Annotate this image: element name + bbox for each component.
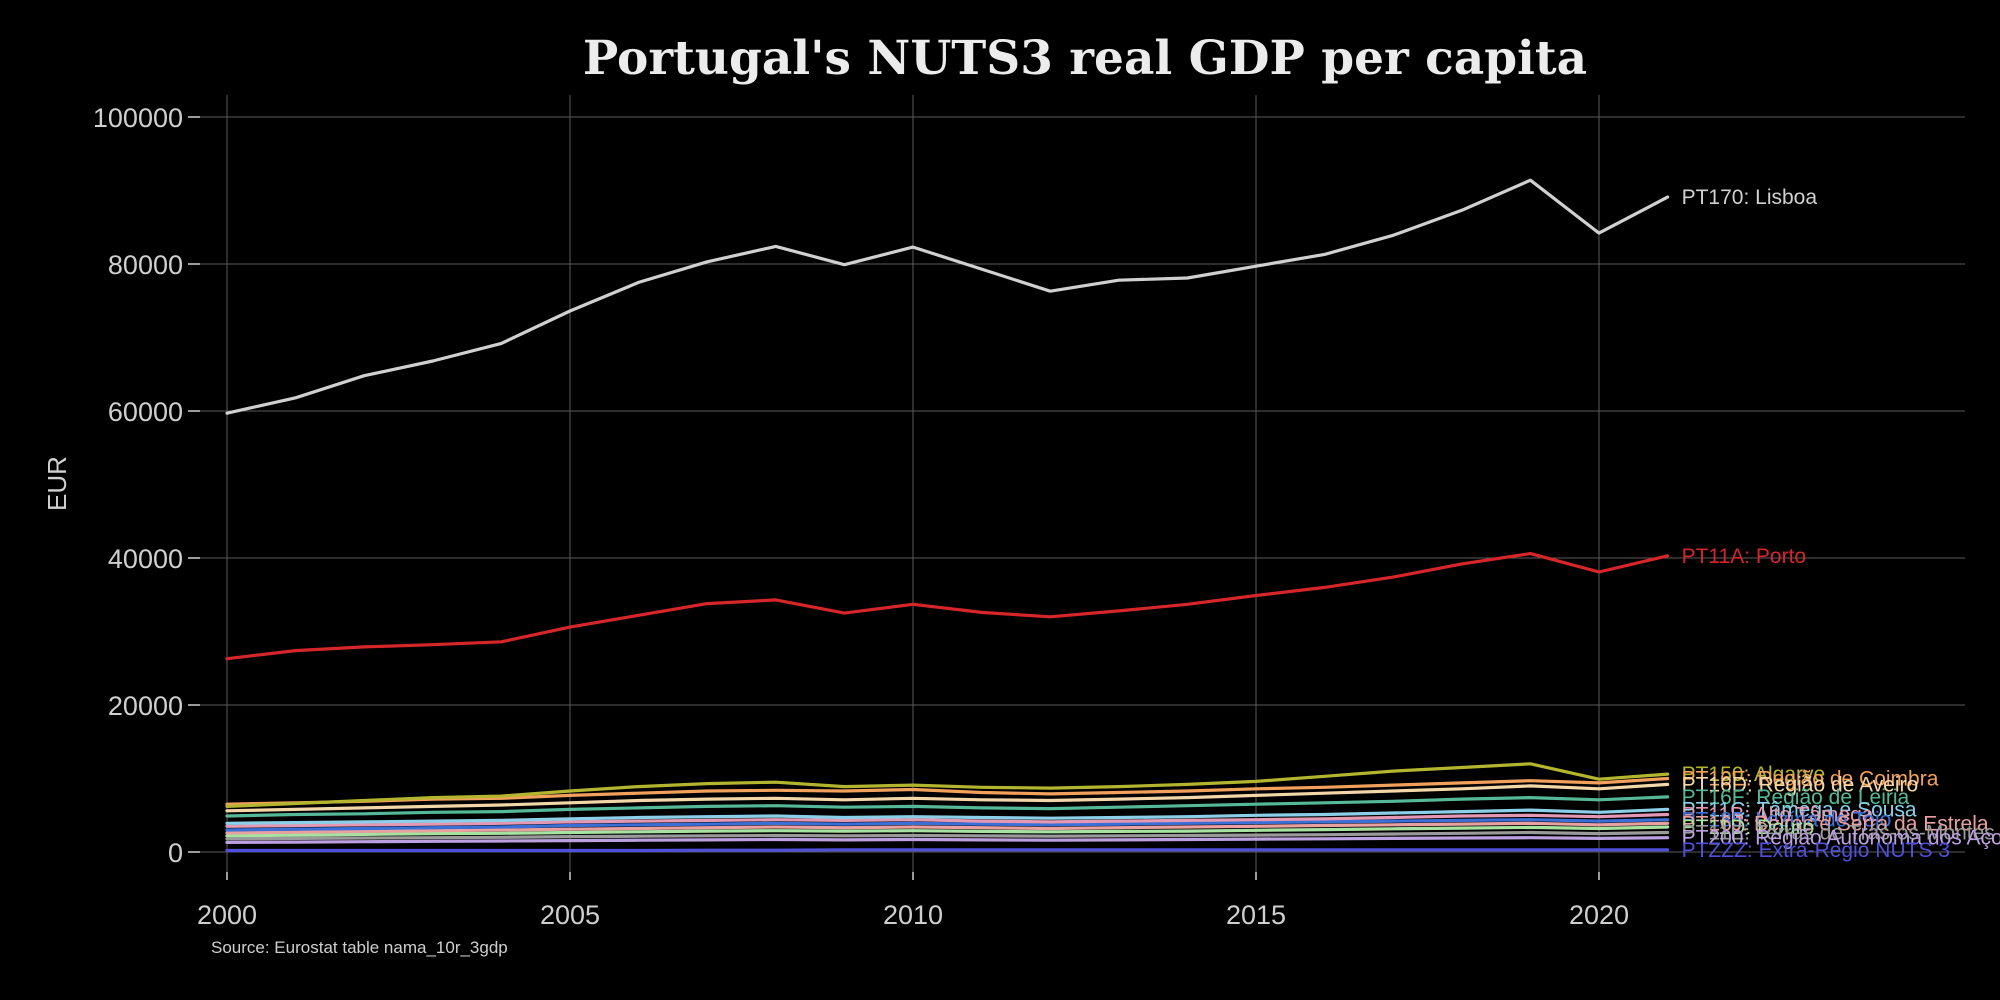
y-tick-label: 100000 bbox=[93, 103, 183, 133]
y-tick-label: 20000 bbox=[108, 691, 183, 721]
series-end-label: PT16D: Região de Aveiro bbox=[1682, 773, 1919, 796]
series-line bbox=[225, 818, 1670, 832]
series-end-label: PTZZZ: Extra-Regio NUTS 3 bbox=[1682, 839, 1950, 862]
series-line bbox=[225, 782, 1670, 813]
series-end-label: PT11B: Alto Tâmega bbox=[1682, 804, 1874, 827]
series-end-label: PT11A: Porto bbox=[1682, 545, 1807, 568]
series-line bbox=[225, 795, 1670, 818]
series-end-label: PT16F: Região de Leiria bbox=[1682, 786, 1910, 809]
y-axis-label: EUR bbox=[42, 456, 72, 511]
x-tick-label: 2015 bbox=[1226, 900, 1286, 930]
x-tick-label: 2020 bbox=[1569, 900, 1629, 930]
series-end-label: PT200: Região Autónoma dos Açores bbox=[1682, 827, 2000, 850]
series-end-label: PT16E: Região de Coimbra bbox=[1682, 768, 1939, 791]
series-line bbox=[225, 551, 1670, 661]
series-end-label: PT11D: Douro bbox=[1682, 816, 1815, 839]
y-tick-label: 0 bbox=[168, 838, 183, 868]
series-line bbox=[225, 178, 1670, 415]
series-end-label: PT150: Algarve bbox=[1682, 763, 1826, 786]
x-tick-label: 2005 bbox=[540, 900, 600, 930]
series-end-label: PT11E: Terras de Trás-os-Montes bbox=[1682, 822, 1995, 845]
series-line bbox=[225, 825, 1670, 838]
series-end-label: PT11C: Tâmega e Sousa bbox=[1682, 798, 1917, 821]
series-line bbox=[225, 836, 1670, 845]
grid bbox=[200, 95, 1965, 872]
series-line bbox=[225, 812, 1670, 828]
series-line bbox=[225, 848, 1670, 853]
series-line bbox=[225, 830, 1670, 841]
chart-title: Portugal's NUTS3 real GDP per capita bbox=[583, 31, 1587, 86]
series-lines bbox=[225, 178, 1670, 853]
series-end-label: PT170: Lisboa bbox=[1682, 186, 1818, 209]
axes: 2000 2005 2010 2015 2020 0 20000 40000 60000 8000… bbox=[93, 103, 1629, 930]
source-note: Source: Eurostat table nama_10r_3gdp bbox=[211, 938, 508, 957]
series-line bbox=[225, 821, 1670, 835]
y-tick-label: 60000 bbox=[108, 397, 183, 427]
series-line bbox=[225, 762, 1670, 809]
y-tick-label: 40000 bbox=[108, 544, 183, 574]
y-tick-label: 80000 bbox=[108, 250, 183, 280]
x-tick-label: 2000 bbox=[197, 900, 257, 930]
x-tick-label: 2010 bbox=[883, 900, 943, 930]
series-end-label: PT16J: Beiras e Serra da Estrela bbox=[1682, 812, 1989, 835]
series-end-label: PT185: Lezíria do Tejo bbox=[1682, 809, 1892, 832]
series-line bbox=[225, 807, 1670, 825]
series-line bbox=[225, 776, 1670, 806]
